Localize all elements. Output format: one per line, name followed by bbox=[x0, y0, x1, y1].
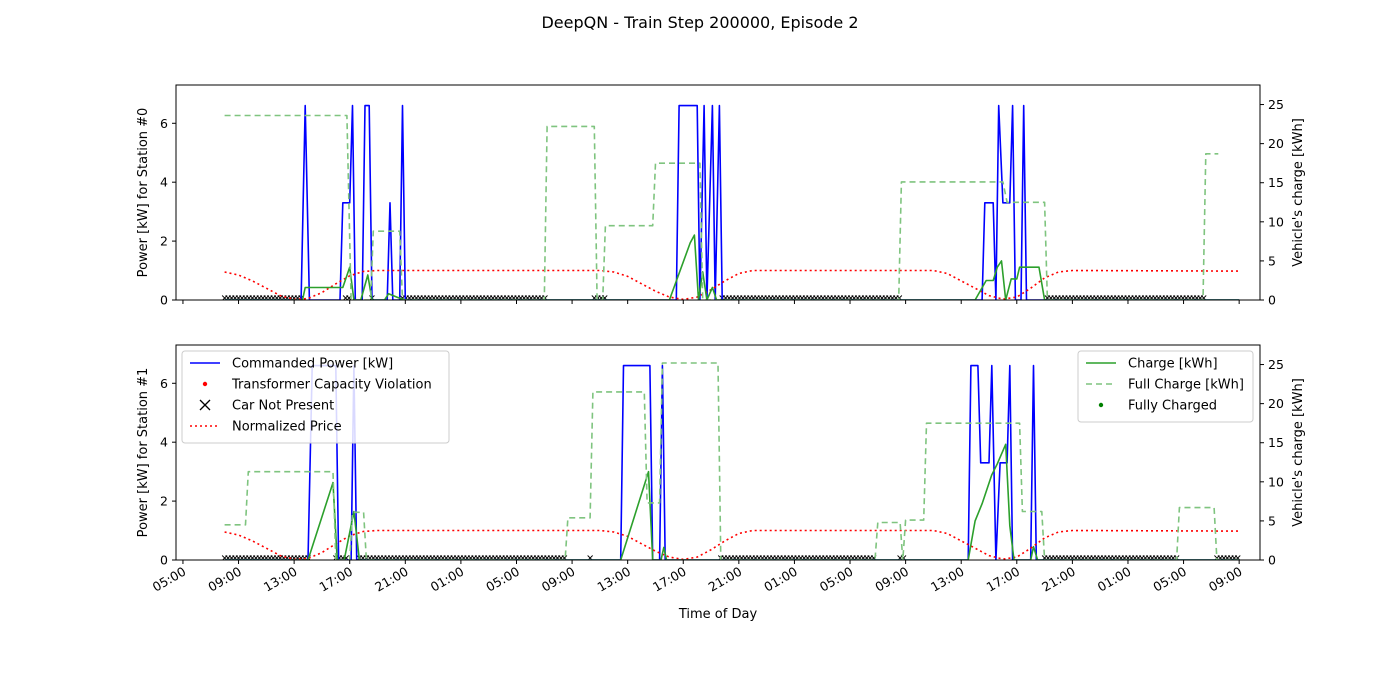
series-line bbox=[224, 234, 1240, 300]
series-line bbox=[224, 364, 1240, 560]
y-tick-label: 2 bbox=[160, 494, 168, 509]
y-axis-label: Power [kW] for Station #0 bbox=[136, 108, 151, 278]
x-tick-label: 05:00 bbox=[150, 564, 189, 595]
x-tick-label: 05:00 bbox=[817, 564, 856, 595]
series-line bbox=[224, 443, 1240, 560]
figure-title: DeepQN - Train Step 200000, Episode 2 bbox=[541, 13, 858, 32]
series-line bbox=[224, 104, 1240, 300]
y-right-tick-label: 20 bbox=[1268, 136, 1284, 151]
legend-box bbox=[1077, 350, 1254, 423]
plot-area bbox=[221, 104, 1240, 300]
x-tick-label: 21:00 bbox=[372, 564, 411, 595]
legend-swatch bbox=[202, 381, 208, 387]
x-tick-label: 01:00 bbox=[1095, 564, 1134, 595]
legend-label: Transformer Capacity Violation bbox=[231, 378, 432, 393]
legend-box bbox=[181, 350, 450, 444]
series-line bbox=[224, 269, 1240, 300]
x-tick-label: 09:00 bbox=[1206, 564, 1245, 595]
series-line bbox=[224, 362, 1240, 560]
panel-station-0: 0 2 4 6 0 5 10 15 20 25 Power [kW] for Station #0 V… bbox=[136, 84, 1306, 308]
x-tick-label: 17:00 bbox=[317, 564, 356, 595]
y-tick-label: 0 bbox=[160, 553, 168, 568]
x-tick-label: 09:00 bbox=[872, 564, 911, 595]
legend-right: Charge [kWh] Full Charge [kWh] Fully Charg… bbox=[1077, 350, 1254, 423]
axes-frame bbox=[175, 344, 1261, 561]
y-right-axis-label: Vehicle's charge [kWh] bbox=[1291, 378, 1306, 527]
legend-label: Charge [kWh] bbox=[1128, 357, 1218, 372]
y-right-tick-label: 10 bbox=[1268, 214, 1284, 229]
x-tick-label: 09:00 bbox=[205, 564, 244, 595]
legend-label: Car Not Present bbox=[232, 399, 334, 414]
y-right-tick-label: 10 bbox=[1268, 474, 1284, 489]
x-axis-label: Time of Day bbox=[678, 607, 758, 622]
y-tick-label: 0 bbox=[160, 293, 168, 308]
y-right-tick-label: 20 bbox=[1268, 396, 1284, 411]
x-tick-label: 13:00 bbox=[928, 564, 967, 595]
x-tick-label: 09:00 bbox=[539, 564, 578, 595]
y-right-tick-label: 5 bbox=[1268, 253, 1276, 268]
legend-swatch bbox=[1098, 402, 1104, 408]
y-right-tick-label: 25 bbox=[1268, 357, 1284, 372]
x-tick-label: 21:00 bbox=[706, 564, 745, 595]
x-tick-label: 13:00 bbox=[261, 564, 300, 595]
y-right-tick-label: 0 bbox=[1268, 553, 1276, 568]
legend-left: Commanded Power [kW] Transformer Capacity… bbox=[181, 350, 450, 444]
axes-frame bbox=[175, 84, 1261, 301]
y-tick-label: 4 bbox=[160, 435, 168, 450]
x-tick-label: 05:00 bbox=[483, 564, 522, 595]
x-tick-label: 01:00 bbox=[428, 564, 467, 595]
x-tick-label: 01:00 bbox=[761, 564, 800, 595]
y-right-tick-label: 25 bbox=[1268, 97, 1284, 112]
series-line bbox=[224, 529, 1240, 560]
x-tick-label: 05:00 bbox=[1150, 564, 1189, 595]
legend-swatch bbox=[199, 399, 211, 411]
x-tick-label: 21:00 bbox=[1039, 564, 1078, 595]
y-tick-label: 6 bbox=[160, 116, 168, 131]
y-tick-label: 6 bbox=[160, 376, 168, 391]
y-right-tick-label: 15 bbox=[1268, 435, 1284, 450]
series-line bbox=[224, 114, 1219, 300]
y-right-tick-label: 5 bbox=[1268, 513, 1276, 528]
y-axis-label: Power [kW] for Station #1 bbox=[136, 368, 151, 538]
x-tick-label: 13:00 bbox=[594, 564, 633, 595]
y-tick-label: 4 bbox=[160, 175, 168, 190]
y-tick-label: 2 bbox=[160, 234, 168, 249]
y-right-axis-label: Vehicle's charge [kWh] bbox=[1291, 118, 1306, 267]
y-right-tick-label: 0 bbox=[1268, 293, 1276, 308]
legend-label: Commanded Power [kW] bbox=[232, 357, 393, 372]
y-right-tick-label: 15 bbox=[1268, 175, 1284, 190]
legend-label: Full Charge [kWh] bbox=[1128, 378, 1244, 393]
legend-label: Normalized Price bbox=[232, 420, 342, 435]
x-tick-label: 17:00 bbox=[984, 564, 1023, 595]
legend-label: Fully Charged bbox=[1128, 399, 1217, 414]
x-tick-label: 17:00 bbox=[650, 564, 689, 595]
